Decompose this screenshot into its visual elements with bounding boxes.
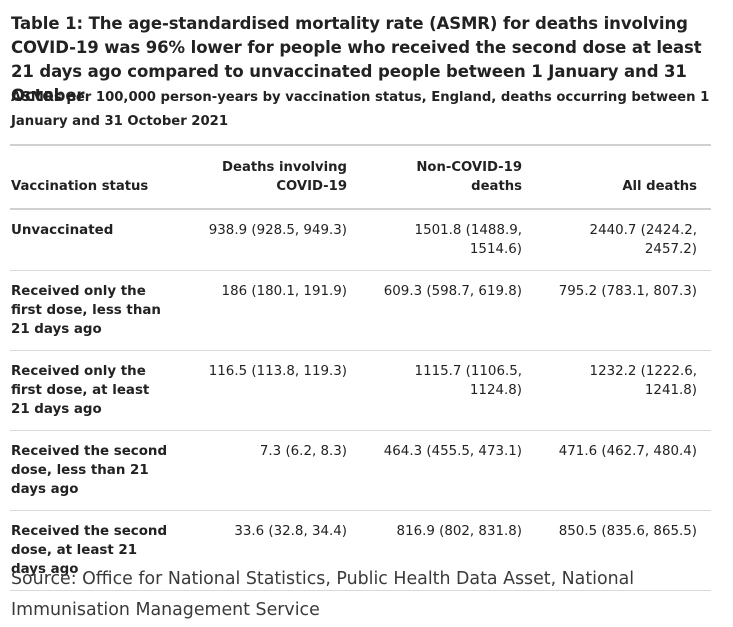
table-row: Received the second dose, less than 21 d…: [10, 431, 711, 511]
table-row: Unvaccinated 938.9 (928.5, 949.3) 1501.8…: [10, 209, 711, 271]
asmr-table: Vaccination status Deaths involving COVI…: [10, 144, 711, 591]
cell-covid-deaths: 186 (180.1, 191.9): [221, 284, 347, 299]
cell-all-deaths: 850.5 (835.6, 865.5): [558, 524, 697, 539]
table-title: Table 1: The age-standardised mortality …: [11, 14, 702, 105]
column-header-vaccination-status: Vaccination status: [11, 179, 149, 194]
cell-all-deaths: 2440.7 (2424.2, 2457.2): [589, 223, 697, 257]
table-row: Received the second dose, at least 21 da…: [10, 511, 711, 591]
row-label: Received only the first dose, less than …: [11, 284, 161, 337]
cell-all-deaths: 471.6 (462.7, 480.4): [558, 444, 697, 459]
cell-non-covid-deaths: 464.3 (455.5, 473.1): [383, 444, 522, 459]
row-label: Received only the first dose, at least 2…: [11, 364, 150, 417]
cell-non-covid-deaths: 1115.7 (1106.5, 1124.8): [414, 364, 522, 398]
cell-all-deaths: 795.2 (783.1, 807.3): [558, 284, 697, 299]
cell-covid-deaths: 33.6 (32.8, 34.4): [234, 524, 347, 539]
row-label: Unvaccinated: [11, 223, 114, 238]
column-header-non-covid-deaths: Non-COVID-19 deaths: [416, 160, 522, 194]
source-note: Source: Office for National Statistics, …: [11, 569, 635, 620]
column-header-all-deaths: All deaths: [622, 179, 697, 194]
row-label: Received the second dose, less than 21 d…: [11, 444, 168, 497]
table-row: Received only the first dose, less than …: [10, 271, 711, 351]
table-subtitle: ASMRs per 100,000 person-years by vaccin…: [11, 90, 710, 129]
cell-non-covid-deaths: 816.9 (802, 831.8): [396, 524, 522, 539]
cell-covid-deaths: 938.9 (928.5, 949.3): [208, 223, 347, 238]
table-row: Received only the first dose, at least 2…: [10, 351, 711, 431]
cell-non-covid-deaths: 1501.8 (1488.9, 1514.6): [414, 223, 522, 257]
table-header-row: Vaccination status Deaths involving COVI…: [10, 145, 711, 209]
cell-covid-deaths: 116.5 (113.8, 119.3): [208, 364, 347, 379]
cell-covid-deaths: 7.3 (6.2, 8.3): [259, 444, 347, 459]
row-label: Received the second dose, at least 21 da…: [11, 524, 168, 577]
column-header-covid-deaths: Deaths involving COVID-19: [222, 160, 347, 194]
cell-all-deaths: 1232.2 (1222.6, 1241.8): [589, 364, 697, 398]
cell-non-covid-deaths: 609.3 (598.7, 619.8): [383, 284, 522, 299]
